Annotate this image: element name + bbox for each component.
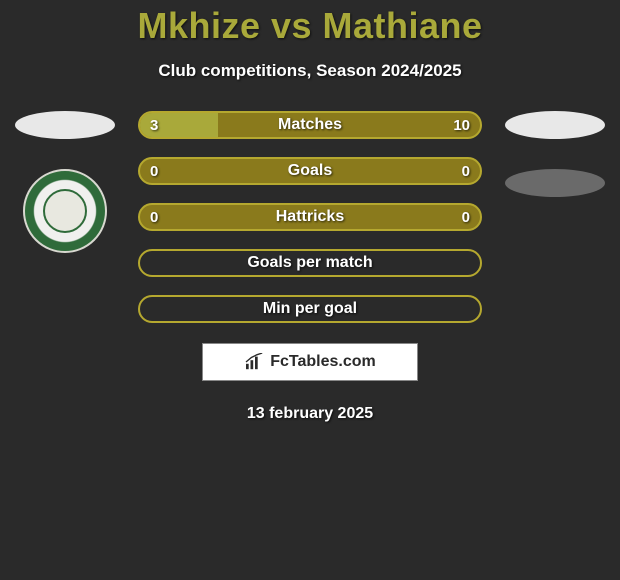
club-badge-right[interactable] (505, 169, 605, 197)
page-subtitle: Club competitions, Season 2024/2025 (158, 61, 461, 81)
player-avatar-right[interactable] (505, 111, 605, 139)
stat-value-left: 3 (150, 117, 158, 134)
stat-bar: Min per goal (138, 295, 482, 323)
stat-bar: 0 Goals 0 (138, 157, 482, 185)
player-avatar-left[interactable] (15, 111, 115, 139)
club-badge-left[interactable] (23, 169, 107, 253)
brand-box[interactable]: FcTables.com (202, 343, 418, 381)
stat-label: Goals per match (247, 254, 372, 272)
date-label: 13 february 2025 (247, 405, 373, 423)
stat-label: Matches (278, 116, 342, 134)
stat-label: Goals (288, 162, 332, 180)
brand-text: FcTables.com (270, 353, 376, 371)
stat-value-left: 0 (150, 163, 158, 180)
stat-label: Hattricks (276, 208, 344, 226)
left-column (10, 111, 120, 253)
stat-bar: 3 Matches 10 (138, 111, 482, 139)
stats-host: 3 Matches 10 0 Goals 0 0 Hattricks 0 Goals per ma… (138, 111, 482, 323)
page-title: Mkhize vs Mathiane (137, 5, 482, 47)
stat-bar: 0 Hattricks 0 (138, 203, 482, 231)
brand-label: FcTables.com (244, 353, 376, 371)
right-column (500, 111, 610, 197)
stat-label: Min per goal (263, 300, 357, 318)
comparison-widget: Mkhize vs Mathiane Club competitions, Se… (0, 0, 620, 423)
stat-value-right: 10 (453, 117, 470, 134)
stat-value-left: 0 (150, 209, 158, 226)
chart-icon (244, 353, 266, 371)
stats-column: 3 Matches 10 0 Goals 0 0 Hattricks 0 Goals per ma… (138, 111, 482, 423)
stat-value-right: 0 (462, 209, 470, 226)
stat-bar: Goals per match (138, 249, 482, 277)
main-row: 3 Matches 10 0 Goals 0 0 Hattricks 0 Goals per ma… (0, 111, 620, 423)
stat-value-right: 0 (462, 163, 470, 180)
